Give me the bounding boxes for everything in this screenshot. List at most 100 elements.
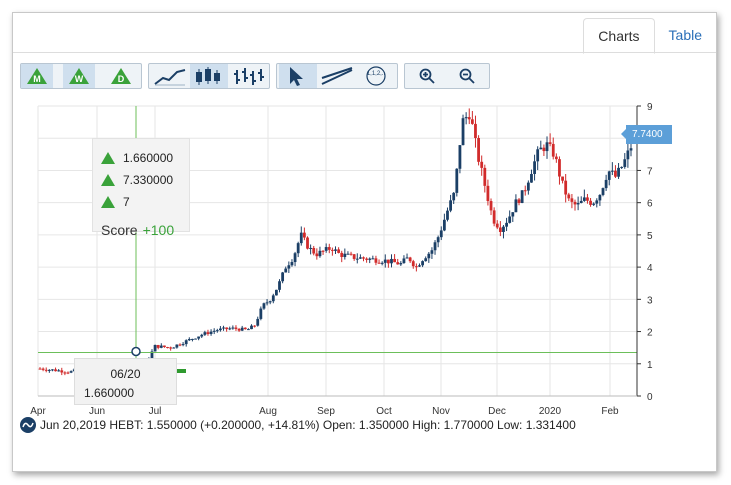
candle-body: [629, 148, 633, 151]
candle-body: [51, 369, 54, 371]
y-tick-label: 9: [647, 102, 653, 113]
zoom-in-button[interactable]: [409, 64, 445, 88]
candle-body: [573, 201, 577, 205]
candle-body: [355, 258, 359, 260]
candle-body: [184, 340, 188, 345]
candlestick-chart-icon: [196, 67, 220, 85]
ohlc-legend-text: Jun 20,2019 HEBT: 1.550000 (+0.200000, +…: [40, 418, 576, 432]
candle-body: [548, 142, 552, 144]
zoom-in-icon: [419, 68, 435, 84]
candle-body: [498, 227, 502, 232]
candle-body: [386, 259, 390, 264]
candle-body: [315, 253, 319, 257]
candle-body: [427, 253, 431, 259]
score-row: Score +100: [101, 222, 174, 238]
candle-body: [620, 166, 624, 168]
line-chart-button[interactable]: [151, 64, 189, 88]
candle-body: [595, 200, 599, 204]
candle-body: [514, 199, 518, 213]
candle-body: [278, 281, 281, 290]
candle-body: [489, 201, 493, 211]
x-tick-label: 2020: [539, 406, 562, 417]
candle-body: [626, 150, 630, 160]
candle-body: [334, 249, 337, 251]
candle-body: [607, 171, 611, 180]
trendline-button[interactable]: [318, 64, 356, 88]
daily-button[interactable]: D: [105, 64, 137, 88]
last-price-tag: 7.7400: [621, 125, 672, 144]
candle-body: [545, 142, 549, 152]
x-tick-label: Jun: [89, 406, 105, 417]
weekly-button[interactable]: W: [63, 64, 95, 88]
tab-table[interactable]: Table: [668, 27, 702, 43]
candle-body: [253, 325, 257, 327]
candle-body: [47, 369, 51, 371]
weekly-signal-row: 7.330000: [101, 171, 173, 189]
candle-body: [181, 344, 185, 346]
candle-body: [66, 372, 70, 374]
y-tick-label: 2: [647, 328, 653, 339]
daily-triangle-icon: D: [111, 68, 131, 84]
ohlc-chart-button[interactable]: [229, 64, 267, 88]
monthly-signal-value: 1.660000: [123, 151, 174, 165]
y-tick-label: 0: [647, 392, 653, 403]
tab-charts[interactable]: Charts: [583, 18, 655, 54]
candle-body: [194, 338, 197, 340]
candle-body: [495, 223, 499, 228]
candle-body: [508, 216, 512, 223]
cursor-button[interactable]: [279, 64, 317, 88]
candle-body: [374, 258, 378, 263]
candle-body: [411, 261, 415, 267]
cursor-icon: [290, 67, 303, 86]
candle-body: [250, 325, 253, 330]
candle-body: [38, 368, 42, 370]
x-tick-label: Jul: [149, 406, 162, 417]
candle-body: [318, 250, 322, 257]
candle-body: [610, 170, 614, 172]
score-value: +100: [142, 222, 175, 238]
monthly-triangle-icon: [101, 152, 115, 164]
candle-body: [579, 200, 583, 204]
y-tick-label: 5: [647, 231, 653, 242]
candle-body: [222, 327, 225, 329]
candle-body: [604, 179, 608, 189]
candle-body: [486, 185, 490, 202]
x-tick-label: Oct: [376, 406, 392, 417]
candle-body: [234, 327, 238, 329]
candle-body: [293, 253, 297, 263]
candle-body: [601, 188, 605, 195]
monthly-button[interactable]: M: [21, 64, 53, 88]
candle-body: [212, 330, 216, 332]
zoom-out-button[interactable]: [449, 64, 485, 88]
candle-body: [41, 368, 45, 370]
candle-body: [187, 339, 191, 341]
candle-body: [558, 159, 561, 177]
fibonacci-button[interactable]: 1,1,2,..: [357, 64, 395, 88]
candle-body: [365, 258, 369, 260]
y-tick-label: 3: [647, 295, 653, 306]
candle-body: [474, 123, 477, 139]
candle-body: [247, 329, 250, 331]
candle-body: [228, 328, 232, 330]
candle-body: [561, 176, 564, 181]
candle-body: [166, 347, 169, 349]
candle-body: [586, 197, 589, 201]
line-chart-icon: [154, 69, 186, 86]
candle-body: [470, 119, 474, 124]
fibonacci-icon: 1,1,2,..: [366, 66, 386, 86]
candle-body: [57, 370, 61, 372]
ohlc-bar-chart-icon: [234, 68, 264, 85]
daily-signal-value: 7: [123, 195, 130, 209]
candle-body: [536, 149, 540, 162]
candlestick-chart-button[interactable]: [190, 64, 228, 88]
candle-body: [377, 262, 381, 264]
candle-body: [54, 369, 57, 372]
candle-body: [430, 250, 434, 254]
candle-body: [358, 257, 362, 259]
candle-body: [402, 258, 406, 264]
svg-text:D: D: [118, 74, 125, 84]
candle-body: [477, 138, 480, 162]
candle-body: [408, 257, 412, 262]
svg-text:M: M: [33, 74, 41, 84]
